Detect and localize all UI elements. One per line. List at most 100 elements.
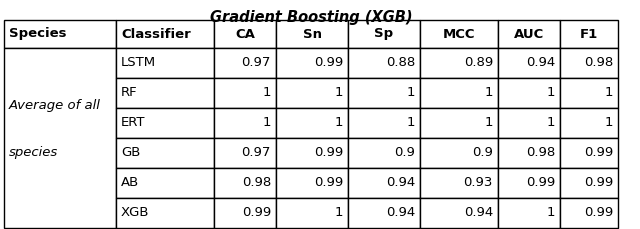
Bar bbox=[276, 168, 348, 198]
Bar bbox=[498, 20, 560, 48]
Bar bbox=[276, 138, 348, 168]
Text: AUC: AUC bbox=[514, 27, 544, 41]
Text: 0.9: 0.9 bbox=[394, 147, 415, 160]
Bar bbox=[116, 78, 214, 108]
Bar bbox=[498, 138, 560, 168]
Text: 0.99: 0.99 bbox=[525, 177, 555, 190]
Text: 1: 1 bbox=[262, 87, 271, 99]
Bar bbox=[116, 20, 214, 48]
Bar bbox=[498, 48, 560, 78]
Bar bbox=[214, 78, 276, 108]
Text: Gradient Boosting (XGB): Gradient Boosting (XGB) bbox=[210, 10, 412, 25]
Text: 0.99: 0.99 bbox=[314, 177, 343, 190]
Text: 0.98: 0.98 bbox=[525, 147, 555, 160]
Bar bbox=[276, 108, 348, 138]
Bar bbox=[4, 48, 116, 228]
Text: 1: 1 bbox=[335, 117, 343, 130]
Text: 0.99: 0.99 bbox=[584, 177, 613, 190]
Text: 1: 1 bbox=[484, 117, 493, 130]
Text: 0.9: 0.9 bbox=[472, 147, 493, 160]
Bar bbox=[348, 48, 420, 78]
Text: 1: 1 bbox=[547, 117, 555, 130]
Bar bbox=[116, 168, 214, 198]
Text: 1: 1 bbox=[484, 87, 493, 99]
Text: Species: Species bbox=[9, 27, 67, 41]
Bar bbox=[348, 108, 420, 138]
Text: Sn: Sn bbox=[303, 27, 321, 41]
Bar bbox=[116, 108, 214, 138]
Text: 0.94: 0.94 bbox=[525, 57, 555, 69]
Bar bbox=[420, 108, 498, 138]
Bar bbox=[498, 168, 560, 198]
Bar bbox=[560, 108, 618, 138]
Text: 0.94: 0.94 bbox=[386, 177, 415, 190]
Text: 0.89: 0.89 bbox=[464, 57, 493, 69]
Text: 1: 1 bbox=[406, 117, 415, 130]
Text: 0.93: 0.93 bbox=[463, 177, 493, 190]
Text: Sp: Sp bbox=[374, 27, 394, 41]
Bar bbox=[560, 78, 618, 108]
Text: 1: 1 bbox=[335, 87, 343, 99]
Text: 0.94: 0.94 bbox=[386, 207, 415, 220]
Text: LSTM: LSTM bbox=[121, 57, 156, 69]
Bar bbox=[276, 20, 348, 48]
Bar bbox=[214, 168, 276, 198]
Text: AB: AB bbox=[121, 177, 140, 190]
Bar bbox=[276, 48, 348, 78]
Text: 0.97: 0.97 bbox=[242, 147, 271, 160]
Bar bbox=[116, 138, 214, 168]
Text: 1: 1 bbox=[406, 87, 415, 99]
Text: 0.97: 0.97 bbox=[242, 57, 271, 69]
Bar bbox=[214, 138, 276, 168]
Text: 1: 1 bbox=[547, 207, 555, 220]
Bar bbox=[348, 78, 420, 108]
Text: F1: F1 bbox=[580, 27, 598, 41]
Text: Classifier: Classifier bbox=[121, 27, 191, 41]
Text: 1: 1 bbox=[335, 207, 343, 220]
Text: 0.98: 0.98 bbox=[584, 57, 613, 69]
Bar bbox=[560, 20, 618, 48]
Text: CA: CA bbox=[235, 27, 255, 41]
Bar bbox=[4, 20, 116, 48]
Bar bbox=[348, 198, 420, 228]
Text: 0.88: 0.88 bbox=[386, 57, 415, 69]
Bar bbox=[116, 48, 214, 78]
Bar bbox=[214, 20, 276, 48]
Bar bbox=[420, 48, 498, 78]
Bar bbox=[498, 108, 560, 138]
Text: 0.99: 0.99 bbox=[584, 207, 613, 220]
Bar bbox=[498, 198, 560, 228]
Bar bbox=[420, 138, 498, 168]
Text: 0.99: 0.99 bbox=[584, 147, 613, 160]
Text: 0.94: 0.94 bbox=[464, 207, 493, 220]
Text: 0.98: 0.98 bbox=[242, 177, 271, 190]
Text: GB: GB bbox=[121, 147, 140, 160]
Bar bbox=[348, 168, 420, 198]
Bar bbox=[560, 138, 618, 168]
Bar bbox=[560, 198, 618, 228]
Text: 1: 1 bbox=[605, 117, 613, 130]
Bar bbox=[498, 78, 560, 108]
Bar bbox=[348, 138, 420, 168]
Bar bbox=[420, 168, 498, 198]
Bar bbox=[560, 48, 618, 78]
Text: ERT: ERT bbox=[121, 117, 145, 130]
Text: MCC: MCC bbox=[443, 27, 476, 41]
Bar bbox=[420, 78, 498, 108]
Text: 1: 1 bbox=[547, 87, 555, 99]
Text: 1: 1 bbox=[605, 87, 613, 99]
Bar bbox=[420, 20, 498, 48]
Bar bbox=[214, 108, 276, 138]
Bar bbox=[214, 48, 276, 78]
Bar bbox=[214, 198, 276, 228]
Bar bbox=[348, 20, 420, 48]
Text: 0.99: 0.99 bbox=[242, 207, 271, 220]
Bar bbox=[276, 78, 348, 108]
Text: XGB: XGB bbox=[121, 207, 150, 220]
Text: 1: 1 bbox=[262, 117, 271, 130]
Text: 0.99: 0.99 bbox=[314, 57, 343, 69]
Bar bbox=[560, 168, 618, 198]
Text: RF: RF bbox=[121, 87, 138, 99]
Text: Average of all: Average of all bbox=[9, 99, 101, 112]
Bar bbox=[276, 198, 348, 228]
